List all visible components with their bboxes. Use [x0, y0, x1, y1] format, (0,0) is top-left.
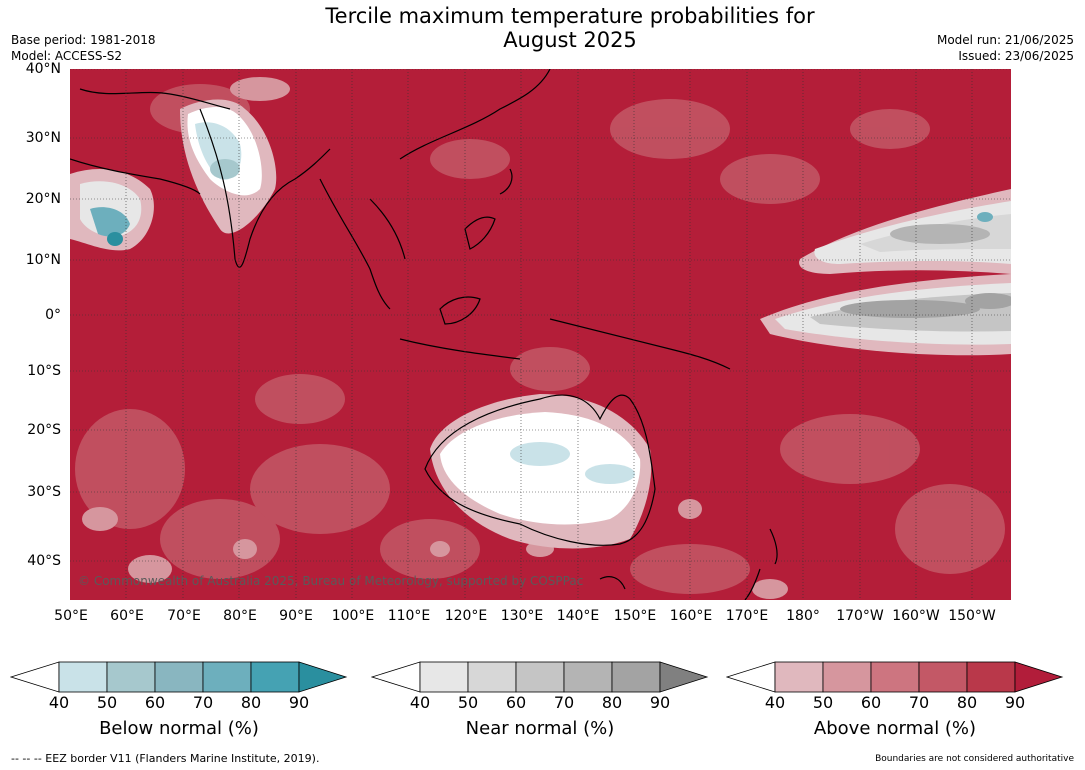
map-title: Tercile maximum temperature probabilitie…: [260, 4, 880, 52]
colorbar-swatch: [822, 661, 872, 693]
colorbar-tick: 90: [649, 693, 671, 712]
colorbar-extend-arrow: [1014, 661, 1064, 693]
colorbar-tick: 70: [908, 693, 930, 712]
lon-label: 150°W: [948, 608, 996, 624]
colorbar-swatch: [563, 661, 613, 693]
metadata-left: Base period: 1981-2018 Model: ACCESS-S2: [11, 32, 156, 64]
lon-label: 140°E: [556, 608, 600, 624]
graticule: [70, 69, 1011, 600]
colorbar-extend-arrow: [298, 661, 348, 693]
colorbar-swatch: [250, 661, 300, 693]
colorbar-tick: 40: [764, 693, 786, 712]
colorbar-tick: 80: [240, 693, 262, 712]
colorbar-tick: 80: [956, 693, 978, 712]
colorbar-tick: 90: [288, 693, 310, 712]
colorbar-swatch: [966, 661, 1016, 693]
lon-label: 70°E: [167, 608, 201, 624]
lon-label: 160°W: [892, 608, 940, 624]
probability-map: [70, 69, 1011, 600]
colorbar-swatch: [419, 661, 469, 693]
colorbar-near-normal-swatches: [371, 661, 709, 693]
lon-label: 180°: [786, 608, 820, 624]
colorbar-swatch: [918, 661, 968, 693]
colorbar-swatch: [106, 661, 156, 693]
australia-probabilities: [430, 394, 652, 549]
lon-label: 50°E: [54, 608, 88, 624]
metadata-right: Model run: 21/06/2025 Issued: 23/06/2025: [937, 32, 1074, 64]
lon-label: 110°E: [387, 608, 431, 624]
model-name: Model: ACCESS-S2: [11, 49, 123, 63]
title-line-1: Tercile maximum temperature probabilitie…: [325, 4, 815, 28]
colorbar-tick: 40: [48, 693, 70, 712]
above-normal-patches: [75, 84, 1005, 594]
colorbar-tick: 90: [1004, 693, 1026, 712]
colorbar-tick: 50: [812, 693, 834, 712]
colorbar-tick: 60: [860, 693, 882, 712]
copyright-notice: © Commonwealth of Australia 2025, Bureau…: [78, 574, 584, 588]
colorbar-swatch: [467, 661, 517, 693]
colorbar-above-normal-swatches: [726, 661, 1064, 693]
colorbar-title: Below normal (%): [99, 718, 259, 739]
lon-label: 170°E: [725, 608, 769, 624]
colorbar-near-normal: 40 50 60 70 80 90 Near normal (%): [371, 660, 709, 739]
colorbar-swatch: [154, 661, 204, 693]
colorbar-swatch: [774, 661, 824, 693]
colorbar-tick: 40: [409, 693, 431, 712]
lat-label: 40°S: [27, 553, 61, 569]
lat-label: 30°N: [25, 130, 61, 146]
colorbar-tick: 50: [96, 693, 118, 712]
colorbar-tick: 60: [505, 693, 527, 712]
lat-label: 20°N: [25, 191, 61, 207]
lat-label: 40°N: [25, 61, 61, 77]
base-period: Base period: 1981-2018: [11, 33, 156, 47]
eez-footnote: -- -- -- EEZ border V11 (Flanders Marine…: [11, 752, 320, 765]
colorbar-title: Above normal (%): [813, 718, 977, 739]
colorbar-tick: 70: [553, 693, 575, 712]
lat-label: 10°S: [27, 363, 61, 379]
colorbar-title: Near normal (%): [465, 718, 615, 739]
boundaries-disclaimer: Boundaries are not considered authoritat…: [875, 754, 1074, 764]
lon-label: 160°E: [669, 608, 713, 624]
model-run: Model run: 21/06/2025: [936, 33, 1074, 47]
colorbar-swatch: [611, 661, 661, 693]
near-normal-band-north: [799, 189, 1011, 274]
colorbar-tick: 50: [457, 693, 479, 712]
colorbar-below-normal-swatches: [10, 661, 348, 693]
lon-label: 150°E: [613, 608, 657, 624]
lon-label: 100°E: [331, 608, 375, 624]
lon-label: 120°E: [444, 608, 488, 624]
lon-label: 130°E: [500, 608, 544, 624]
colorbar-swatch: [515, 661, 565, 693]
colorbar-extend-arrow: [659, 661, 709, 693]
lon-label: 80°E: [223, 608, 257, 624]
colorbar-swatch: [870, 661, 920, 693]
coastlines: [70, 69, 778, 600]
colorbar-above-normal: 40 50 60 70 80 90 Above normal (%): [726, 660, 1064, 739]
colorbar-tick: 60: [144, 693, 166, 712]
lat-label: 10°N: [25, 252, 61, 268]
above-normal-light-patches: [82, 77, 788, 599]
colorbar-swatch: [202, 661, 252, 693]
lon-label: 170°W: [836, 608, 884, 624]
colorbar-tick: 80: [601, 693, 623, 712]
lat-label: 0°: [45, 307, 61, 323]
lat-label: 30°S: [27, 484, 61, 500]
lon-label: 60°E: [110, 608, 144, 624]
colorbar-tick: 70: [192, 693, 214, 712]
lon-label: 90°E: [279, 608, 313, 624]
issued-date: Issued: 23/06/2025: [958, 49, 1074, 63]
lat-label: 20°S: [27, 422, 61, 438]
title-line-2: August 2025: [503, 28, 637, 52]
colorbar-below-normal: 40 50 60 70 80 90 Below normal (%): [10, 660, 348, 739]
colorbar-swatch: [58, 661, 108, 693]
